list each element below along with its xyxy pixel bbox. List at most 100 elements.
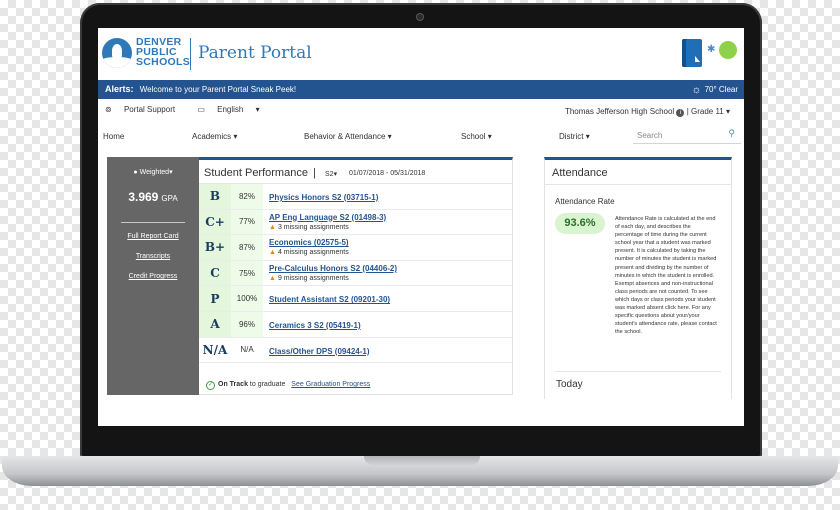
cursor-icon — [695, 56, 700, 62]
grade-percent: 100% — [231, 286, 263, 311]
language-select[interactable]: ▭ English ▾ — [197, 105, 260, 114]
help-icon: ⊚ — [105, 105, 112, 114]
full-report-card-link[interactable]: Full Report Card — [127, 233, 179, 240]
term-select[interactable]: S2▾ — [325, 171, 338, 178]
grade-percent: 75% — [231, 260, 263, 286]
credit-progress-link[interactable]: Credit Progress — [128, 273, 178, 280]
portal-screen: DENVER PUBLIC SCHOOLS Parent Portal ✱ Al… — [98, 28, 744, 426]
weather-text: 70° Clear — [704, 85, 738, 94]
grade-level[interactable]: | Grade 11 — [686, 107, 724, 116]
course-link[interactable]: Student Assistant S2 (09201-30) — [269, 295, 391, 305]
camera-icon — [416, 13, 424, 21]
grade-letter: B — [199, 184, 231, 209]
grade-letter: N/A — [199, 337, 231, 363]
grade-letter: B+ — [199, 235, 231, 260]
alert-message[interactable]: Welcome to your Parent Portal Sneak Peek… — [139, 85, 297, 94]
avatar[interactable] — [719, 41, 737, 59]
missing-assignments[interactable]: ▲ 4 missing assignments — [269, 249, 349, 257]
nav-item-behavior-attendance[interactable]: Behavior & Attendance ▾ — [304, 132, 392, 141]
search-box: ⚲ — [633, 128, 741, 144]
star-icon: ✱ — [707, 44, 716, 55]
missing-assignments[interactable]: ▲ 3 missing assignments — [269, 223, 349, 231]
attendance-panel: Attendance Attendance Rate 93.6% Attenda… — [544, 157, 732, 399]
course-link[interactable]: Physics Honors S2 (03715-1) — [269, 193, 379, 202]
course-row: C 75% Pre-Calculus Honors S2 (04406-2) ▲… — [199, 260, 512, 287]
sun-icon: ☼ — [691, 84, 702, 96]
book-icon[interactable] — [682, 39, 702, 67]
laptop-notch — [364, 456, 480, 465]
course-row: C+ 77% AP Eng Language S2 (01498-3) ▲ 3 m… — [199, 209, 512, 236]
chevron-down-icon: ▾ — [255, 105, 260, 114]
attendance-description: Attendance Rate is calculated at the end… — [615, 216, 717, 336]
gpa-panel: ● Weighted▾ 3.969 GPA Full Report Card Tr… — [107, 157, 199, 395]
gpa-mode-select[interactable]: ● Weighted▾ — [133, 169, 173, 176]
search-icon[interactable]: ⚲ — [728, 128, 735, 138]
divider — [545, 184, 731, 185]
chevron-down-icon: ▾ — [169, 169, 173, 176]
page-title: Parent Portal — [198, 43, 312, 63]
attendance-title: Attendance — [552, 167, 608, 179]
course-row: P 100% Student Assistant S2 (09201-30) — [199, 286, 512, 312]
laptop-base — [2, 456, 838, 486]
alert-label: Alerts: — [105, 84, 134, 94]
chevron-down-icon: ▾ — [333, 171, 338, 178]
chevron-down-icon: ▾ — [233, 132, 238, 141]
grade-letter: C — [199, 260, 231, 286]
grade-letter: C+ — [199, 209, 231, 235]
course-link[interactable]: Ceramics 3 S2 (05419-1) — [269, 320, 361, 330]
course-row: B 82% Physics Honors S2 (03715-1) — [199, 184, 512, 210]
search-input[interactable] — [633, 128, 721, 142]
course-row: B+ 87% Economics (02575-5) ▲ 4 missing as… — [199, 235, 512, 261]
alert-bar: Alerts: Welcome to your Parent Portal Sn… — [98, 80, 744, 99]
term-dates: 01/07/2018 - 05/31/2018 — [349, 170, 426, 177]
course-row: A 96% Ceramics 3 S2 (05419-1) — [199, 311, 512, 338]
nav-item-academics[interactable]: Academics ▾ — [192, 132, 238, 141]
grade-percent: 96% — [231, 311, 263, 337]
divider — [121, 222, 185, 223]
chevron-down-icon: ▾ — [725, 107, 730, 116]
gpa-suffix: GPA — [161, 194, 178, 203]
dps-logo-text: DENVER PUBLIC SCHOOLS — [136, 36, 191, 68]
grade-percent: 77% — [231, 209, 263, 235]
header-separator: | — [313, 167, 316, 179]
student-performance-panel: Student Performance | S2▾ 01/07/2018 - 0… — [199, 157, 513, 395]
warning-icon: ▲ — [269, 223, 276, 231]
logo-divider — [190, 38, 191, 70]
language-icon: ▭ — [197, 105, 205, 114]
course-link[interactable]: Pre-Calculus Honors S2 (04406-2) — [269, 263, 398, 273]
attendance-rate-label: Attendance Rate — [555, 197, 615, 206]
chevron-down-icon: ▾ — [585, 132, 590, 141]
on-track-label: On Track — [218, 381, 248, 388]
course-link[interactable]: Economics (02575-5) — [269, 238, 349, 248]
info-icon[interactable]: i — [676, 109, 685, 117]
warning-icon: ▲ — [269, 274, 276, 282]
today-heading: Today — [556, 379, 583, 390]
nav-item-home[interactable]: Home — [103, 132, 125, 141]
chevron-down-icon: ▾ — [487, 132, 492, 141]
graduation-status: ✓ On Track to graduate See Graduation Pro… — [206, 381, 370, 390]
transcripts-link[interactable]: Transcripts — [135, 253, 171, 260]
top-header: DENVER PUBLIC SCHOOLS Parent Portal ✱ — [98, 28, 744, 80]
nav-item-district[interactable]: District ▾ — [559, 132, 590, 141]
dps-logo-icon[interactable] — [102, 38, 132, 68]
nav-item-school[interactable]: School ▾ — [461, 132, 492, 141]
on-track-rest: to graduate — [249, 381, 286, 388]
warning-icon: ▲ — [269, 249, 276, 257]
grade-percent: N/A — [231, 337, 263, 363]
utility-bar: ⊚ Portal Support ▭ English ▾ Thomas Jeff… — [98, 105, 744, 119]
weather-widget: ☼ 70° Clear — [691, 80, 738, 100]
graduation-progress-link[interactable]: See Graduation Progress — [291, 381, 371, 388]
course-row: N/A N/A Class/Other DPS (09424-1) — [199, 337, 512, 364]
grade-letter: A — [199, 311, 231, 337]
performance-header: Student Performance | S2▾ 01/07/2018 - 0… — [199, 160, 512, 184]
grade-letter: P — [199, 286, 231, 311]
missing-assignments[interactable]: ▲ 9 missing assignments — [269, 274, 349, 282]
course-link[interactable]: Class/Other DPS (09424-1) — [269, 346, 370, 356]
attendance-rate-badge: 93.6% — [555, 213, 605, 234]
portal-support-link[interactable]: ⊚ Portal Support — [105, 105, 176, 114]
performance-title: Student Performance — [204, 167, 308, 179]
course-link[interactable]: AP Eng Language S2 (01498-3) — [269, 212, 387, 222]
gpa-value: 3.969 — [128, 190, 159, 204]
school-name[interactable]: Thomas Jefferson High School — [564, 107, 675, 116]
chevron-down-icon: ▾ — [387, 132, 392, 141]
